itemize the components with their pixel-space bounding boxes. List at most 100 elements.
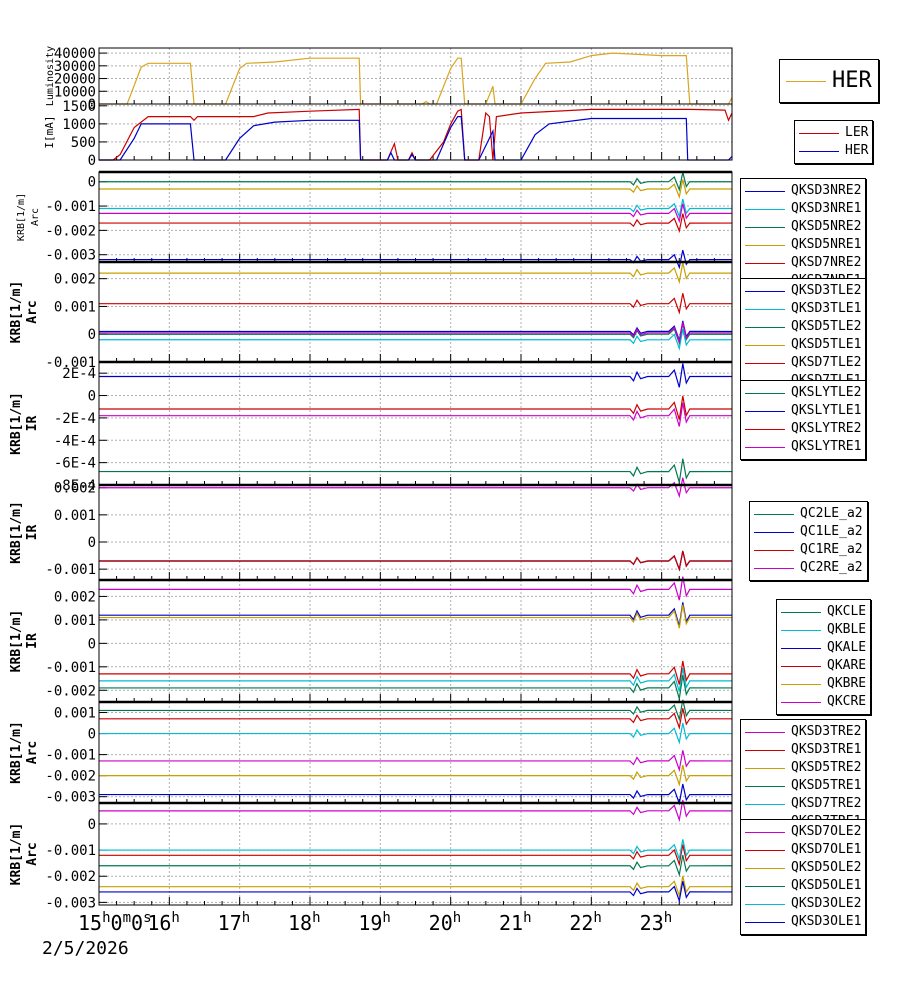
y-tick-label: -0.003	[45, 895, 96, 911]
legend-arc_tr: QKSD3TRE2 QKSD3TRE1 QKSD5TRE2 QKSD5TRE1 QKSD…	[740, 719, 867, 835]
legend-label: QKSD5OLE1	[791, 878, 862, 893]
legend-luminosity: HER	[779, 59, 879, 103]
y-tick-label: 30000	[54, 59, 96, 75]
legend-item: QKSD3NRE1	[745, 200, 861, 218]
legend-label: QKSD3TRE2	[791, 724, 862, 739]
legend-swatch	[745, 308, 785, 310]
legend-current: LER HER	[794, 120, 874, 164]
legend-arc_nr: QKSD3NRE2 QKSD3NRE1 QKSD5NRE2 QKSD5NRE1 QKSD…	[740, 178, 867, 294]
legend-item: QKBLE	[781, 621, 866, 639]
series-line-qc2le_a2	[99, 550, 732, 572]
legend-label: QC1LE_a2	[800, 524, 863, 539]
legend-swatch	[745, 392, 785, 394]
series-line-qksd5tle1	[99, 262, 733, 285]
series-line-qc2re_a2	[99, 477, 733, 499]
y-tick-label: 0	[88, 535, 96, 551]
y-tick-label: -0.001	[45, 748, 96, 764]
legend-label: QKSD5OLE2	[791, 860, 862, 875]
x-tick-label: 18h	[288, 910, 321, 935]
y-tick-label: 0.002	[54, 589, 96, 605]
legend-item: QKSD5TLE2	[745, 318, 861, 336]
legend-swatch	[754, 567, 794, 569]
legend-label: QKARE	[827, 658, 867, 673]
legend-swatch	[745, 749, 785, 751]
legend-swatch	[745, 362, 785, 364]
legend-swatch	[745, 803, 785, 805]
y-tick-label: 0.001	[54, 299, 96, 315]
series-line-qc1re_a2	[99, 550, 732, 572]
x-axis-date-label: 2/5/2026	[42, 938, 129, 959]
legend-swatch	[745, 190, 785, 192]
series-line-qksd5tre1	[99, 699, 733, 722]
series-line-qksd5nre2	[99, 172, 733, 192]
x-tick-label: 21h	[499, 910, 532, 935]
x-tick-label: 20h	[429, 910, 462, 935]
y-tick-label: -0.001	[45, 562, 96, 578]
y-tick-label: 0	[88, 636, 96, 652]
y-tick-label: -4E-4	[54, 433, 96, 449]
legend-swatch	[754, 549, 794, 551]
x-tick-label: 22h	[569, 910, 602, 935]
series-line-qksd7tle2	[99, 293, 733, 315]
series-line-qkslytle2	[99, 458, 733, 483]
panel-arc_tl: -0.001 0 0.001 0.002 KRB[1/m]Arc	[9, 260, 733, 371]
y-tick-label: -6E-4	[54, 456, 96, 472]
series-line-qksd3tre1	[99, 708, 733, 731]
legend-item: QC1LE_a2	[754, 523, 863, 541]
legend-item: QKSD7TLE2	[745, 354, 861, 372]
series-line-qksd3ole2	[99, 839, 733, 862]
legend-swatch	[754, 513, 794, 515]
y-tick-label: 0	[88, 327, 96, 343]
legend-label: QKSD3TLE1	[791, 301, 862, 316]
legend-label: QKSD3NRE1	[791, 201, 862, 216]
legend-item: QKSD5OLE2	[745, 859, 861, 877]
y-axis-label: KRB[1/m]IR	[9, 610, 40, 673]
legend-swatch	[754, 531, 794, 533]
x-tick-label: 16h	[147, 910, 180, 935]
legend-ir_qc: QC2LE_a2 QC1LE_a2 QC1RE_a2 QC2RE_a2	[749, 501, 868, 581]
legend-label: QKSLYTRE2	[791, 421, 862, 436]
series-line-qksd5nre1	[99, 179, 733, 199]
legend-item: QKSD3NRE2	[745, 182, 861, 200]
series-line-qksd7tre2	[99, 722, 733, 745]
legend-label: QKSD5TRE1	[791, 778, 862, 793]
series-line-qksd5tle2	[99, 323, 733, 346]
y-tick-label: -0.003	[45, 790, 96, 806]
legend-item: QKSD7OLE1	[745, 841, 861, 859]
y-tick-label: 2E-4	[62, 366, 96, 382]
y-tick-label: 0	[88, 389, 96, 405]
legend-swatch	[745, 208, 785, 210]
y-axis-label: KRB[1/m]Arc	[9, 721, 40, 784]
plot-frame	[98, 47, 733, 105]
legend-item: QKSD5TRE2	[745, 759, 861, 777]
y-tick-label: 1000	[62, 117, 96, 133]
panel-ir_qc: -0.001 0 0.001 0.002 KRB[1/m]IR	[9, 477, 733, 581]
y-tick-label: 40000	[54, 46, 96, 62]
legend-ir_ly: QKSLYTLE2 QKSLYTLE1 QKSLYTRE2 QKSLYTRE1	[740, 380, 867, 460]
series-line-qksd3ole1	[99, 881, 733, 904]
panel-ir_ly: -8E-4 -6E-4 -4E-4 -2E-4 0 2E-4 KRB[1/m]IR	[9, 360, 733, 494]
legend-swatch	[745, 344, 785, 346]
y-tick-label: -0.001	[45, 843, 96, 859]
legend-label: QKSD3TLE2	[791, 283, 862, 298]
y-axis-label: KRB[1/m]Arc	[16, 193, 41, 241]
legend-arc_tl: QKSD3TLE2 QKSD3TLE1 QKSD5TLE2 QKSD5TLE1 QKSD…	[740, 278, 867, 394]
legend-item: HER	[799, 142, 868, 160]
legend-label: QKCLE	[827, 604, 867, 619]
legend-label: QKSD3TRE1	[791, 742, 862, 757]
y-tick-label: -2E-4	[54, 411, 96, 427]
legend-label: QKSD5TLE1	[791, 337, 862, 352]
y-tick-label: -0.002	[45, 683, 96, 699]
series-line-qksd3tre2	[99, 750, 733, 773]
y-tick-label: 0.001	[54, 613, 96, 629]
series-line-qksd7ole2	[99, 799, 733, 823]
series-line-qkslytre2	[99, 395, 733, 420]
legend-swatch	[781, 629, 821, 631]
legend-swatch	[745, 290, 785, 292]
legend-swatch	[745, 244, 785, 246]
legend-swatch	[781, 611, 821, 613]
series-line-qksd5tre2	[99, 764, 733, 787]
legend-label: QC1RE_a2	[800, 542, 863, 557]
y-tick-label: -0.003	[45, 248, 96, 264]
legend-item: QKSD3OLE1	[745, 913, 861, 931]
